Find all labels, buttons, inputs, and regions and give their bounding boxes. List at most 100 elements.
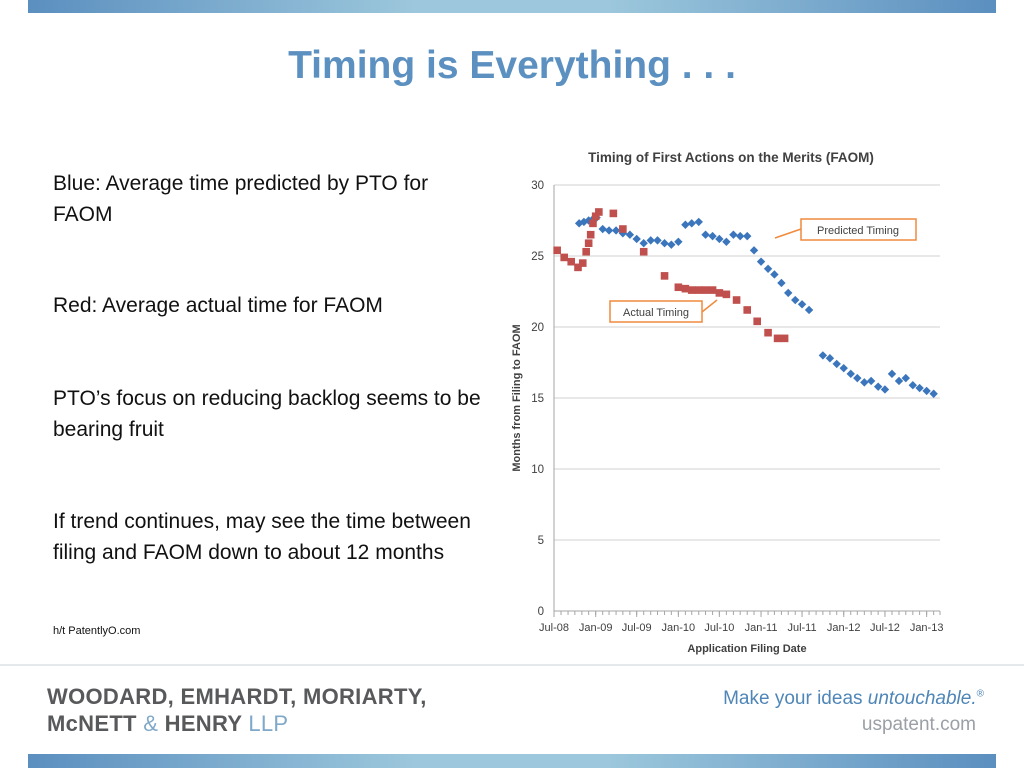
- predicted-point: [674, 237, 683, 246]
- actual-point: [567, 257, 576, 266]
- x-tick-label: Jul-11: [787, 622, 816, 634]
- actual-point: [582, 247, 590, 256]
- chart-gridlines: [554, 184, 940, 541]
- series-actual-timing: [553, 208, 789, 343]
- top-accent-bar: [28, 0, 996, 13]
- actual-point: [722, 290, 731, 299]
- predicted-point: [584, 216, 593, 225]
- actual-point: [780, 334, 789, 343]
- x-tick-label: Jul-08: [539, 622, 569, 634]
- predicted-point: [880, 385, 890, 394]
- callout-predicted-box: [800, 218, 917, 241]
- callout-predicted-leader: [774, 228, 802, 239]
- tagline-prefix: Make your ideas: [723, 688, 868, 709]
- firm-logo: WOODARD, EMHARDT, MORIARTY, McNETT & HEN…: [47, 683, 427, 737]
- bullet-backlog: PTO’s focus on reducing backlog seems to…: [53, 387, 481, 441]
- y-tick-label: 10: [531, 464, 544, 476]
- y-tick-label: 20: [531, 322, 544, 334]
- x-tick-label: Jan-09: [579, 622, 613, 634]
- predicted-point: [825, 354, 835, 363]
- y-tick-label: 15: [531, 393, 544, 405]
- predicted-point: [908, 381, 918, 390]
- predicted-point: [873, 382, 883, 391]
- firm-name-henry: HENRY: [164, 711, 242, 736]
- y-tick-label: 25: [531, 251, 544, 263]
- y-axis-label: Months from Filing to FAOM: [511, 324, 523, 471]
- tagline-emphasis: untouchable.: [867, 688, 977, 709]
- y-tick-label: 0: [538, 606, 544, 618]
- predicted-point: [797, 300, 807, 309]
- predicted-point: [915, 383, 924, 393]
- bullet-actual: Red: Average actual time for FAOM: [53, 294, 383, 317]
- y-axis-ticks: 0 5 10 15 20 25 30: [531, 180, 544, 618]
- firm-name-llp: LLP: [248, 711, 289, 736]
- predicted-point: [832, 359, 841, 369]
- website-link[interactable]: uspatent.com: [861, 714, 976, 735]
- chart-background: [503, 138, 955, 666]
- x-tick-label: Jan-12: [827, 622, 861, 634]
- x-axis-label: Application Filing Date: [687, 643, 806, 655]
- x-tick-label: Jan-13: [910, 622, 944, 634]
- actual-point: [595, 208, 603, 216]
- x-tick-label: Jul-12: [870, 622, 900, 634]
- bullet-trend: If trend continues, may see the time bet…: [53, 510, 471, 564]
- y-tick-label: 5: [538, 535, 544, 547]
- actual-point: [591, 212, 600, 221]
- actual-point: [639, 247, 648, 256]
- actual-point: [674, 283, 683, 292]
- predicted-point: [729, 230, 738, 239]
- actual-point: [660, 272, 669, 280]
- callout-actual-label: Actual Timing: [623, 307, 689, 319]
- actual-point: [560, 253, 568, 262]
- predicted-point: [639, 239, 648, 248]
- callout-actual-leader: [701, 299, 718, 313]
- faom-chart: Timing of First Actions on the Merits (F…: [503, 138, 955, 666]
- actual-point: [687, 286, 696, 294]
- callout-actual: Actual Timing: [609, 299, 718, 323]
- actual-point: [743, 306, 752, 314]
- faom-chart-container: Timing of First Actions on the Merits (F…: [503, 138, 955, 666]
- actual-point: [574, 263, 582, 272]
- x-tick-label: Jul-10: [704, 622, 734, 634]
- actual-point: [619, 225, 627, 233]
- x-tick-label: Jul-09: [622, 622, 652, 634]
- bullet-predicted: Blue: Average time predicted by PTO for …: [53, 172, 429, 226]
- predicted-point: [736, 231, 745, 241]
- predicted-point: [791, 295, 800, 305]
- actual-point: [732, 296, 741, 304]
- registered-mark: ®: [976, 688, 984, 700]
- firm-name-mcnett: McNETT: [47, 711, 137, 736]
- actual-point: [753, 317, 761, 326]
- firm-name-line2: McNETT & HENRY LLP: [47, 710, 427, 737]
- actual-point: [681, 284, 690, 293]
- x-tick-label: Jan-10: [662, 622, 696, 634]
- actual-point: [773, 334, 782, 343]
- x-tick-label: Jan-11: [745, 622, 778, 634]
- callout-predicted-label: Predicted Timing: [817, 225, 899, 237]
- bottom-accent-bar: [28, 754, 996, 768]
- callout-predicted: Predicted Timing: [774, 218, 917, 241]
- actual-point: [586, 230, 595, 239]
- source-credit: h/t PatentlyO.com: [53, 625, 141, 637]
- predicted-point: [694, 217, 703, 227]
- firm-name-line1: WOODARD, EMHARDT, MORIARTY,: [47, 684, 427, 709]
- firm-name-ampersand: &: [143, 711, 159, 736]
- predicted-point: [763, 264, 773, 273]
- actual-point: [609, 209, 618, 218]
- actual-point: [764, 328, 772, 337]
- y-tick-label: 30: [531, 180, 544, 192]
- predicted-point: [922, 386, 931, 396]
- actual-point: [701, 286, 710, 294]
- predicted-point: [604, 226, 614, 235]
- actual-point: [694, 286, 703, 294]
- chart-title: Timing of First Actions on the Merits (F…: [588, 150, 874, 165]
- actual-point: [584, 239, 593, 248]
- actual-point: [589, 219, 597, 228]
- predicted-point: [701, 230, 710, 239]
- actual-point: [553, 246, 561, 255]
- actual-point: [578, 259, 587, 267]
- tagline: Make your ideas untouchable.®: [723, 688, 984, 710]
- footer-divider: [0, 664, 1024, 666]
- callout-actual-box: [609, 300, 703, 323]
- x-axis-ticks: Jul-08 Jan-09 Jul-09 Jan-10 Jul-10 Jan-11 Jul-…: [539, 611, 943, 634]
